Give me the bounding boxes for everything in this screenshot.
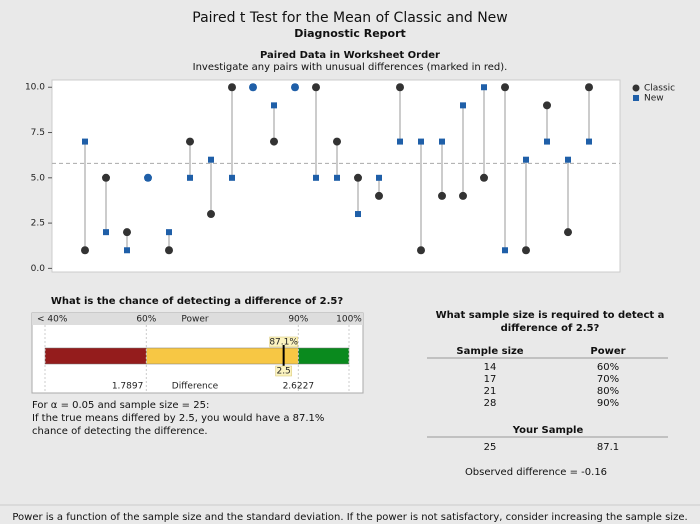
new-point [460, 102, 466, 109]
title: Paired t Test for the Mean of Classic an… [192, 10, 508, 26]
classic-point [585, 83, 593, 92]
new-point [355, 211, 361, 218]
classic-point [333, 137, 341, 146]
difference-box [275, 365, 292, 377]
gauge-title: What is the chance of detecting a differ… [50, 296, 344, 307]
classic-point [270, 137, 278, 146]
classic-point [144, 173, 152, 182]
footnote: Power is a function of the sample size a… [12, 512, 688, 523]
classic-point [564, 228, 572, 237]
classic-point [501, 83, 509, 92]
cell: 87.1 [596, 442, 620, 453]
legend-marker [632, 84, 640, 92]
cell: 90% [596, 398, 620, 409]
new-point [586, 138, 592, 145]
classic-point [522, 246, 530, 255]
new-point [397, 138, 403, 145]
y-tick-label: 2.5 [31, 219, 45, 229]
y-tick-label: 7.5 [31, 128, 45, 138]
cell: 25 [483, 442, 497, 453]
classic-point [186, 137, 194, 146]
classic-point [396, 83, 404, 92]
legend-marker [633, 95, 639, 101]
difference-tick-label: 2.6227 [283, 382, 315, 392]
classic-point [459, 191, 467, 200]
cell: 60% [596, 362, 620, 373]
new-point [481, 84, 487, 91]
power-tick-label: 100% [336, 315, 362, 325]
new-point [313, 174, 319, 181]
classic-point [123, 228, 131, 237]
cell: 17 [483, 374, 497, 385]
zone [44, 347, 147, 365]
new-point [565, 156, 571, 163]
axis-label: Power [181, 315, 209, 325]
column-header: Power [590, 346, 626, 357]
difference-tick-label: 1.7897 [112, 382, 144, 392]
classic-point [207, 210, 215, 219]
cell: 21 [483, 386, 497, 397]
text: If the true means differed by 2.5, you w… [32, 413, 325, 437]
difference-value: 2.5 [276, 367, 290, 377]
new-point [82, 138, 88, 145]
table-title: What sample size is required to detect a… [435, 310, 665, 334]
classic-point [102, 173, 110, 182]
new-point [229, 174, 235, 181]
new-point [124, 247, 130, 254]
subtitle: Diagnostic Report [294, 27, 406, 40]
cell: 14 [483, 362, 497, 373]
observed: Observed difference = -0.16 [464, 467, 608, 478]
new-point [502, 247, 508, 254]
classic-point [375, 191, 383, 200]
y-tick-label: 5.0 [31, 173, 46, 183]
new-point [376, 174, 382, 181]
plot-title: Paired Data in Worksheet Order [259, 50, 440, 61]
new-point [208, 156, 214, 163]
classic-point [312, 83, 320, 92]
classic-point [291, 83, 299, 92]
zone [298, 347, 350, 365]
classic-point [249, 83, 257, 92]
classic-point [165, 246, 173, 255]
new-point [544, 138, 550, 145]
zone [146, 347, 299, 365]
new-point [187, 174, 193, 181]
column-header: Sample size [456, 346, 524, 357]
section-title: Your Sample [512, 425, 584, 436]
classic-point [354, 173, 362, 182]
classic-point [438, 191, 446, 200]
power-tick-label: < 40% [37, 315, 68, 325]
cell: 70% [596, 374, 620, 385]
classic-point [81, 246, 89, 255]
plot-subtitle: Investigate any pairs with unusual diffe… [192, 62, 508, 73]
power-tick-label: 60% [136, 315, 156, 325]
classic-point [480, 173, 488, 182]
cell: 80% [596, 386, 620, 397]
classic-point [543, 101, 551, 110]
legend-label: Classic [644, 84, 675, 94]
classic-point [417, 246, 425, 255]
legend-label: New [644, 94, 664, 104]
new-point [439, 138, 445, 145]
cell: 28 [483, 398, 497, 409]
power-tick-label: 90% [288, 315, 308, 325]
new-point [166, 229, 172, 236]
y-tick-label: 10.0 [25, 83, 45, 93]
new-point [418, 138, 424, 145]
new-point [271, 102, 277, 109]
classic-point [228, 83, 236, 92]
marker-label: 87.1% [269, 338, 298, 348]
axis-label: Difference [172, 382, 219, 392]
text: For α = 0.05 and sample size = 25: [32, 400, 210, 411]
new-point [103, 229, 109, 236]
gauge-header [32, 313, 363, 325]
new-point [334, 174, 340, 181]
y-tick-label: 0.0 [31, 264, 46, 274]
new-point [523, 156, 529, 163]
